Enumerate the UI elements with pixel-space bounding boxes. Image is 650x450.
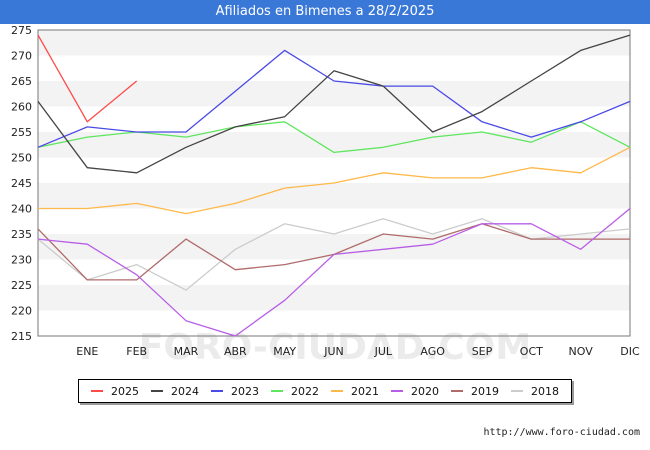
y-tick-235: 235 (11, 228, 32, 241)
series-line-2021 (38, 146, 631, 215)
x-tick-labels: ENE FEB MAR ABR MAY JUN JUL AGO SEP OCT NOV DIC (76, 345, 640, 358)
grid-band-270 (38, 30, 630, 56)
legend-item-2020: 2020 (391, 385, 439, 398)
legend-label-2024: 2024 (171, 384, 199, 398)
series-line-2025 (37, 34, 138, 123)
x-tick-ago: AGO (420, 345, 445, 358)
y-tick-270: 270 (11, 50, 32, 63)
y-tick-250: 250 (11, 152, 32, 165)
grid-bands (38, 30, 630, 336)
y-tick-220: 220 (11, 305, 32, 318)
series-line-2020 (37, 207, 631, 337)
y-tick-230: 230 (11, 254, 32, 267)
y-tick-215: 215 (11, 330, 32, 343)
grid-band-215 (38, 310, 630, 336)
legend-label-2019: 2019 (471, 384, 499, 398)
series-lines (37, 34, 631, 337)
x-tick-abr: ABR (224, 345, 247, 358)
watermark: FORO-CIUDAD.COM (139, 327, 531, 368)
legend-swatch-2022 (271, 390, 283, 392)
x-tick-jun: JUN (323, 345, 344, 358)
x-tick-nov: NOV (569, 345, 594, 358)
grid-band-245 (38, 157, 630, 183)
y-tick-245: 245 (11, 177, 32, 190)
grid-band-260 (38, 81, 630, 107)
legend-label-2021: 2021 (351, 384, 379, 398)
legend-swatch-2018 (511, 390, 523, 392)
y-tick-275: 275 (11, 24, 32, 37)
x-tick-mar: MAR (174, 345, 199, 358)
grid-band-250 (38, 132, 630, 158)
line-chart: FORO-CIUDAD.COM 215 220 225 230 235 240 245 250… (11, 24, 640, 368)
axes (37, 29, 631, 337)
legend-label-2025: 2025 (111, 384, 139, 398)
legend-label-2023: 2023 (231, 384, 259, 398)
legend-label-2022: 2022 (291, 384, 319, 398)
x-tick-may: MAY (273, 345, 296, 358)
y-tick-labels: 215 220 225 230 235 240 245 250 255 260 265 270 275 (11, 24, 32, 343)
legend-swatch-2020 (391, 390, 403, 392)
x-tick-ene: ENE (76, 345, 98, 358)
legend-swatch-2019 (451, 390, 463, 392)
x-tick-jul: JUL (374, 345, 393, 358)
legend-label-2018: 2018 (531, 384, 559, 398)
series-line-2024 (37, 34, 631, 174)
grid-band-240 (38, 183, 630, 209)
legend-swatch-2024 (151, 390, 163, 392)
legend-item-2023: 2023 (211, 385, 259, 398)
footer-url: http://www.foro-ciudad.com (483, 427, 640, 438)
x-tick-sep: SEP (472, 345, 493, 358)
legend-item-2021: 2021 (331, 385, 379, 398)
legend-swatch-2023 (211, 390, 223, 392)
legend-swatch-2025 (91, 390, 103, 392)
grid-band-235 (38, 208, 630, 234)
x-tick-dic: DIC (620, 345, 640, 358)
plot-frame (37, 29, 631, 337)
legend-item-2019: 2019 (451, 385, 499, 398)
series-line-2023 (37, 49, 631, 148)
legend-item-2018: 2018 (511, 385, 559, 398)
grid-band-255 (38, 106, 630, 132)
y-tick-260: 260 (11, 101, 32, 114)
x-tick-feb: FEB (126, 345, 147, 358)
grid-band-220 (38, 285, 630, 311)
chart-title: Afiliados en Bimenes a 28/2/2025 (0, 0, 650, 24)
legend-item-2024: 2024 (151, 385, 199, 398)
legend-item-2025: 2025 (91, 385, 139, 398)
y-tick-255: 255 (11, 126, 32, 139)
legend-swatch-2021 (331, 390, 343, 392)
x-tick-oct: OCT (520, 345, 543, 358)
y-tick-265: 265 (11, 75, 32, 88)
legend-label-2020: 2020 (411, 384, 439, 398)
grid-band-265 (38, 55, 630, 81)
y-tick-240: 240 (11, 203, 32, 216)
legend-item-2022: 2022 (271, 385, 319, 398)
y-tick-225: 225 (11, 279, 32, 292)
grid-band-225 (38, 259, 630, 285)
legend: 2025 2024 2023 2022 2021 2020 2019 2018 (78, 379, 572, 403)
